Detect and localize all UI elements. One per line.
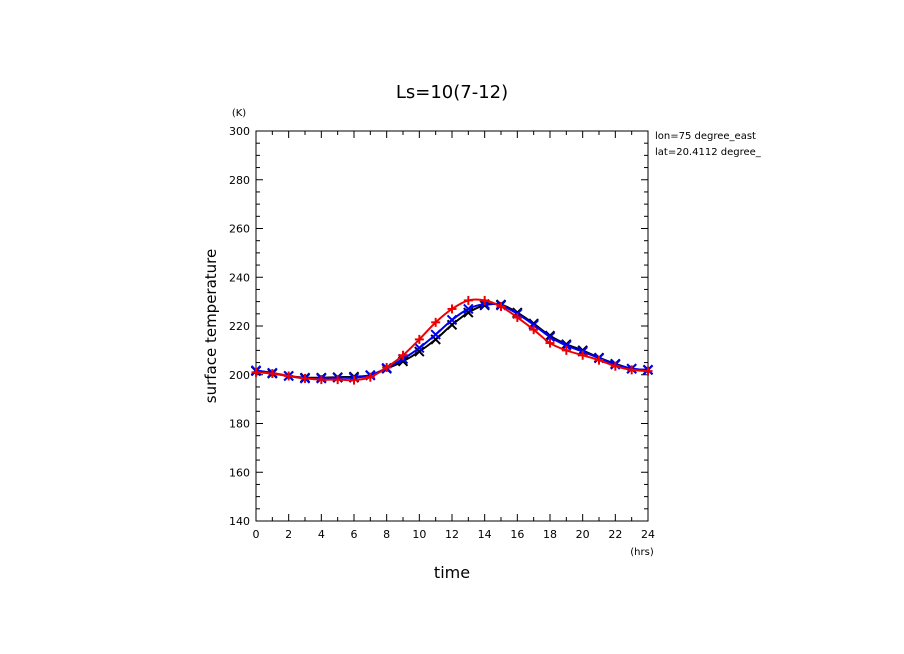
annotation-lon: lon=75 degree_east xyxy=(655,131,756,142)
series-2-point xyxy=(414,342,425,354)
series-3-point xyxy=(267,369,277,379)
series-3-point xyxy=(610,361,620,371)
series-3-point xyxy=(398,350,408,360)
y-tick-label: 180 xyxy=(229,418,250,431)
x-unit-label: (hrs) xyxy=(630,547,654,558)
axis-ticks: 0 2 4 6 8 10 12 14 16 18 20 22 241401601802002202402… xyxy=(229,125,655,541)
series-3-point xyxy=(333,375,343,385)
chart-title: Ls=10(7-12) xyxy=(396,82,508,103)
y-tick-label: 240 xyxy=(229,271,250,284)
x-tick-label: 22 xyxy=(608,528,622,541)
x-tick-label: 24 xyxy=(641,528,655,541)
series-3-point xyxy=(627,365,637,375)
series-3-point xyxy=(447,304,457,314)
series-3-point xyxy=(316,375,326,385)
series-3-point xyxy=(463,295,473,305)
series-3-point xyxy=(480,295,490,305)
series-2-point xyxy=(463,303,474,315)
x-axis-title: time xyxy=(434,563,470,582)
series-3-point xyxy=(512,312,522,322)
series-3-point xyxy=(496,302,506,311)
x-tick-label: 14 xyxy=(478,528,492,541)
x-tick-label: 4 xyxy=(318,528,325,541)
series-3-point xyxy=(545,338,555,348)
series-1-point xyxy=(414,346,425,357)
y-tick-label: 160 xyxy=(229,466,250,479)
x-tick-label: 12 xyxy=(445,528,459,541)
series-3-point xyxy=(414,334,424,344)
x-tick-label: 0 xyxy=(253,528,260,541)
series-3-point xyxy=(529,325,539,335)
y-tick-label: 300 xyxy=(229,125,250,138)
x-tick-label: 2 xyxy=(285,528,292,541)
x-tick-label: 16 xyxy=(510,528,524,541)
annotation-lat: lat=20.4112 degree_ xyxy=(655,147,762,158)
series-3-point xyxy=(578,350,588,360)
x-tick-label: 10 xyxy=(412,528,426,541)
x-tick-label: 8 xyxy=(383,528,390,541)
y-tick-label: 220 xyxy=(229,320,250,333)
y-unit-label: (K) xyxy=(232,108,246,119)
series-2-point xyxy=(430,329,441,340)
series-3-point xyxy=(349,375,359,385)
y-tick-label: 280 xyxy=(229,174,250,187)
series-2-point xyxy=(446,314,458,326)
series-3-point xyxy=(561,345,571,355)
series-layer xyxy=(250,295,654,385)
x-tick-label: 18 xyxy=(543,528,557,541)
series-line-2 xyxy=(255,302,649,380)
y-tick-label: 140 xyxy=(229,515,250,528)
y-tick-label: 260 xyxy=(229,223,250,236)
series-3-point xyxy=(365,372,375,382)
series-3-point xyxy=(643,366,653,376)
series-3-point xyxy=(594,355,604,365)
x-tick-label: 20 xyxy=(576,528,590,541)
series-3-point xyxy=(251,367,261,377)
y-axis-title: surface temperature xyxy=(202,249,220,404)
series-3-point xyxy=(382,362,392,372)
series-3-point xyxy=(300,373,310,383)
series-line-1 xyxy=(255,302,649,379)
series-3-point xyxy=(431,317,441,327)
x-tick-label: 6 xyxy=(351,528,358,541)
y-tick-label: 200 xyxy=(229,369,250,382)
series-3-point xyxy=(284,371,294,381)
